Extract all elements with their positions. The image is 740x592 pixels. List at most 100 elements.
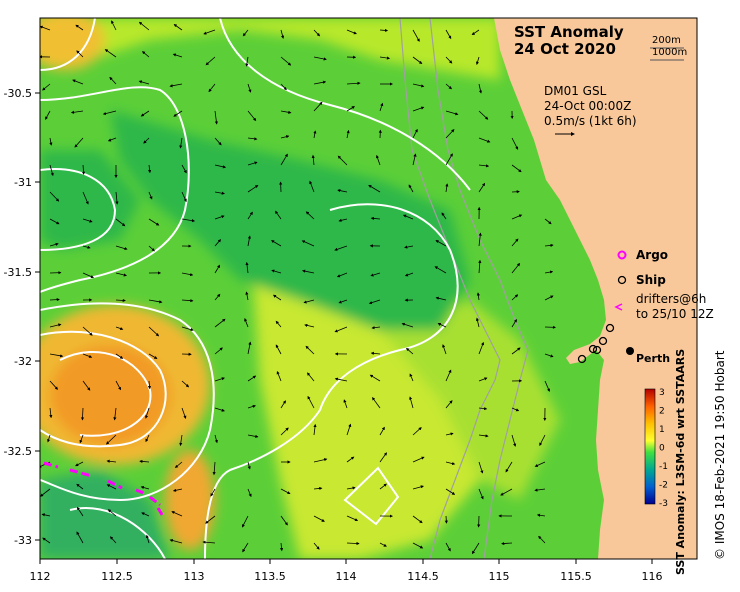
current-vector	[276, 370, 282, 382]
current-vector	[544, 270, 554, 274]
current-vector	[445, 29, 452, 40]
x-tick-label: 115.5	[560, 570, 592, 583]
current-vector	[49, 407, 53, 419]
current-vector	[412, 542, 424, 549]
current-vector	[544, 243, 554, 247]
current-vector	[445, 153, 453, 166]
current-vector	[214, 164, 227, 169]
current-vector	[45, 110, 51, 120]
current-vector	[115, 245, 128, 251]
current-vector	[476, 292, 480, 301]
current-vector	[76, 506, 84, 517]
map-date: 24 Oct 2020	[514, 40, 616, 58]
current-vector	[139, 459, 150, 464]
current-vector	[370, 351, 381, 355]
current-vector	[511, 137, 519, 150]
current-vector	[214, 191, 225, 195]
current-vector	[247, 161, 258, 166]
current-vector	[280, 29, 285, 39]
current-vector	[478, 461, 484, 474]
current-vector	[244, 318, 249, 328]
current-vector	[106, 434, 117, 445]
current-vector	[412, 153, 417, 166]
current-vector	[174, 461, 183, 469]
y-tick-label: -31.5	[4, 266, 32, 279]
current-vector	[82, 272, 95, 279]
current-vector	[49, 218, 60, 225]
current-vector	[76, 50, 84, 58]
current-vector	[478, 341, 485, 355]
drifter-legend-icon	[614, 303, 623, 311]
current-vector	[109, 536, 117, 544]
current-vector	[279, 542, 284, 552]
current-vector	[113, 407, 117, 421]
x-tick-label: 113.5	[254, 570, 286, 583]
current-vector	[214, 293, 221, 301]
current-vector	[140, 485, 150, 490]
current-vector	[305, 211, 315, 220]
current-vector	[275, 210, 282, 220]
colorbar	[644, 388, 656, 505]
current-vector	[368, 299, 381, 305]
current-vector	[75, 461, 84, 467]
current-vector	[212, 461, 216, 476]
current-vector	[81, 164, 86, 175]
current-vector	[173, 110, 183, 117]
current-vector	[49, 191, 60, 202]
current-vector	[435, 240, 447, 247]
current-vector	[371, 326, 381, 330]
current-vector	[181, 380, 190, 388]
current-vector	[242, 29, 249, 37]
current-vector	[147, 380, 152, 390]
current-vector	[115, 218, 126, 227]
current-vector	[106, 484, 117, 490]
current-vector	[379, 102, 384, 112]
current-vector	[478, 434, 489, 438]
current-vector	[434, 266, 447, 274]
current-vector	[214, 264, 221, 274]
current-vector	[76, 531, 84, 544]
current-vector	[247, 488, 252, 498]
current-vector	[471, 29, 480, 36]
current-vector	[181, 191, 187, 203]
current-vector	[208, 83, 216, 93]
current-vector	[138, 80, 150, 85]
current-vector	[80, 407, 85, 421]
current-vector	[538, 535, 546, 544]
current-vector	[173, 24, 183, 31]
drifter-tracks	[43, 461, 166, 519]
current-vector	[346, 486, 356, 490]
current-vector	[475, 317, 480, 328]
current-vector	[445, 461, 456, 466]
ship-legend-icon	[617, 275, 627, 285]
current-vector	[306, 372, 315, 382]
current-vector	[82, 326, 93, 336]
current-vector	[247, 375, 257, 382]
current-vector	[214, 407, 225, 412]
current-vector	[369, 374, 381, 382]
current-vector	[74, 137, 84, 148]
current-vector	[82, 353, 93, 358]
current-vector	[445, 400, 453, 409]
current-vector	[181, 299, 194, 303]
current-vector	[305, 345, 315, 355]
current-vector	[412, 515, 423, 524]
current-source: DM01 GSL	[544, 84, 607, 98]
argo-legend-label: Argo	[636, 248, 668, 262]
current-vector	[82, 380, 91, 391]
current-vector	[478, 407, 488, 411]
current-vector	[445, 83, 453, 90]
current-vector	[379, 56, 391, 60]
current-vector	[280, 153, 288, 166]
current-vector	[337, 155, 348, 166]
current-vector	[346, 106, 355, 112]
x-tick-label: 116	[642, 570, 663, 583]
current-vector	[301, 240, 315, 247]
current-vector	[311, 154, 315, 166]
current-vector	[143, 137, 150, 144]
current-vector	[115, 272, 127, 277]
current-vector	[70, 110, 84, 114]
current-vector	[408, 184, 414, 193]
current-vector	[379, 542, 387, 547]
current-vector	[247, 83, 252, 93]
